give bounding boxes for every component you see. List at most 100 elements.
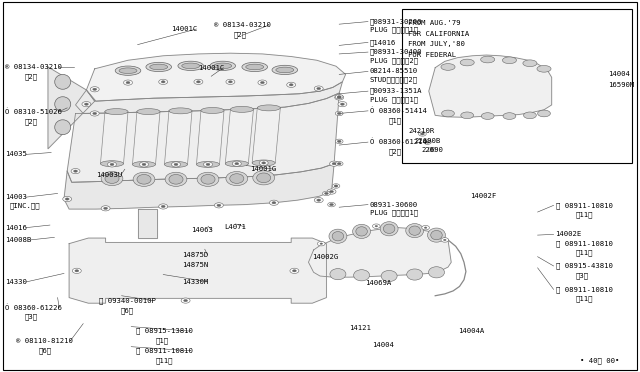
Text: 14008B: 14008B <box>5 237 31 243</box>
Text: ® 08134-03210: ® 08134-03210 <box>214 22 271 28</box>
Text: ※08931-30400: ※08931-30400 <box>370 49 422 55</box>
Circle shape <box>65 198 69 200</box>
Ellipse shape <box>272 65 298 74</box>
Text: 14003U: 14003U <box>96 172 122 178</box>
Text: Ⓝ 08911-10810: Ⓝ 08911-10810 <box>136 347 193 354</box>
Polygon shape <box>308 228 451 277</box>
Text: 14121: 14121 <box>349 325 371 331</box>
Circle shape <box>161 205 165 208</box>
Circle shape <box>228 81 232 83</box>
Circle shape <box>269 200 278 205</box>
Ellipse shape <box>442 110 454 117</box>
Circle shape <box>422 225 429 230</box>
Ellipse shape <box>356 227 367 236</box>
Text: 14004: 14004 <box>608 71 630 77</box>
Circle shape <box>71 169 80 174</box>
Circle shape <box>290 268 299 273</box>
Text: Ⓝ 08915-13810: Ⓝ 08915-13810 <box>136 328 193 334</box>
Circle shape <box>84 103 88 105</box>
Circle shape <box>292 270 296 272</box>
Text: 14001G: 14001G <box>250 166 276 172</box>
Text: 14875N: 14875N <box>182 262 209 268</box>
Circle shape <box>287 82 296 87</box>
Ellipse shape <box>100 161 124 167</box>
Polygon shape <box>67 93 339 182</box>
Text: （11）: （11） <box>576 212 593 218</box>
Text: FOR FEDERAL: FOR FEDERAL <box>408 52 456 58</box>
Text: Ó 08310-51026: Ó 08310-51026 <box>5 108 62 115</box>
Bar <box>402 9 632 163</box>
Text: PLUG プラグ（1）: PLUG プラグ（1） <box>370 96 418 103</box>
Text: • 40※ 00•: • 40※ 00• <box>580 357 620 364</box>
Circle shape <box>289 84 293 86</box>
Circle shape <box>272 202 276 204</box>
Circle shape <box>75 270 79 272</box>
Text: 14330: 14330 <box>5 279 27 285</box>
Circle shape <box>142 163 146 166</box>
Text: FOR CALIFORNIA: FOR CALIFORNIA <box>408 31 470 37</box>
Circle shape <box>323 191 330 196</box>
Circle shape <box>337 140 341 142</box>
Text: 14004: 14004 <box>372 342 394 348</box>
Circle shape <box>419 132 426 136</box>
Text: （11）: （11） <box>576 250 593 256</box>
Ellipse shape <box>133 172 155 186</box>
Ellipse shape <box>246 64 264 70</box>
Text: 22690B: 22690B <box>415 138 441 144</box>
Ellipse shape <box>252 160 275 166</box>
Circle shape <box>328 202 335 207</box>
Ellipse shape <box>502 57 516 64</box>
Circle shape <box>204 162 212 167</box>
Circle shape <box>340 103 344 105</box>
Ellipse shape <box>353 224 371 238</box>
Text: 14002F: 14002F <box>470 193 497 199</box>
Circle shape <box>375 225 378 227</box>
Text: PLUG プラグ（2）: PLUG プラグ（2） <box>370 57 418 64</box>
Ellipse shape <box>137 109 160 115</box>
Circle shape <box>428 147 436 152</box>
Text: （11）: （11） <box>156 357 173 364</box>
Ellipse shape <box>353 270 370 281</box>
Circle shape <box>314 198 323 203</box>
Ellipse shape <box>253 171 275 185</box>
Text: （3）: （3） <box>24 314 38 320</box>
Ellipse shape <box>428 228 445 242</box>
Ellipse shape <box>182 63 200 68</box>
Text: Ó 08360-61226: Ó 08360-61226 <box>5 304 62 311</box>
Text: 24210R: 24210R <box>408 128 435 134</box>
Circle shape <box>161 81 165 83</box>
Circle shape <box>324 192 328 195</box>
Ellipse shape <box>225 161 248 167</box>
Circle shape <box>217 204 221 206</box>
Text: （6）: （6） <box>38 347 52 354</box>
Polygon shape <box>164 111 192 164</box>
Ellipse shape <box>407 269 423 280</box>
Circle shape <box>335 139 343 144</box>
Ellipse shape <box>214 63 232 68</box>
Text: PLUG プラグ（1）: PLUG プラグ（1） <box>370 209 418 216</box>
Circle shape <box>72 268 81 273</box>
Ellipse shape <box>101 171 123 186</box>
Circle shape <box>330 203 333 206</box>
Text: Ó 08360-51414: Ó 08360-51414 <box>370 108 427 114</box>
Circle shape <box>194 79 203 84</box>
Text: 22690: 22690 <box>421 147 443 153</box>
Circle shape <box>214 203 223 208</box>
Ellipse shape <box>132 161 156 167</box>
Ellipse shape <box>196 161 220 167</box>
Text: 08214-85510: 08214-85510 <box>370 68 418 74</box>
Ellipse shape <box>201 108 224 113</box>
Circle shape <box>335 161 343 166</box>
Circle shape <box>196 81 200 83</box>
Ellipse shape <box>257 173 271 183</box>
Circle shape <box>110 163 114 166</box>
Polygon shape <box>69 238 326 303</box>
Circle shape <box>372 224 380 228</box>
Polygon shape <box>86 53 346 101</box>
Text: Ⓝ 08911-10810: Ⓝ 08911-10810 <box>556 202 612 209</box>
Circle shape <box>90 87 99 92</box>
Ellipse shape <box>383 224 395 234</box>
Polygon shape <box>132 112 160 164</box>
Ellipse shape <box>523 60 537 67</box>
Polygon shape <box>138 209 157 238</box>
